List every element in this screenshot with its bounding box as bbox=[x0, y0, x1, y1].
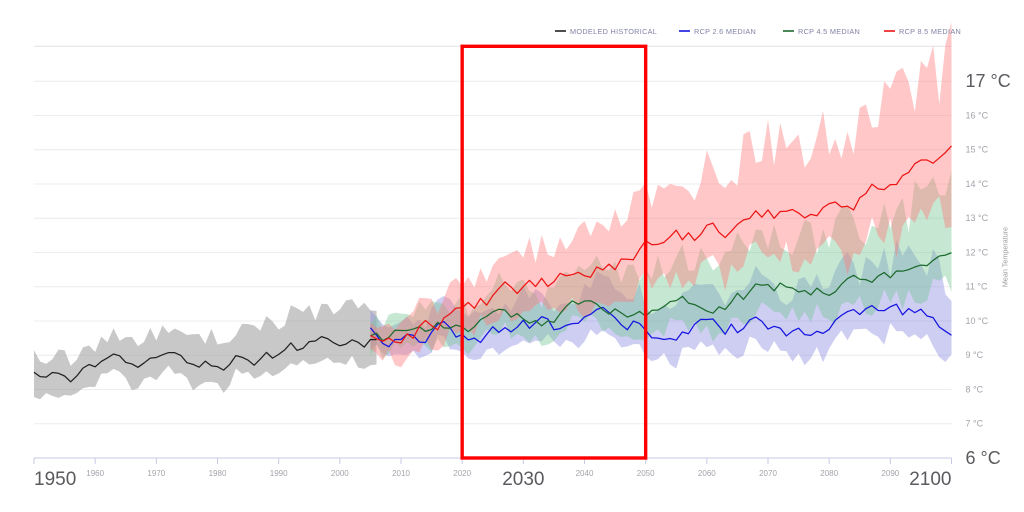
svg-text:RCP 2.6 MEDIAN: RCP 2.6 MEDIAN bbox=[694, 27, 756, 36]
svg-text:2020: 2020 bbox=[453, 469, 471, 478]
svg-text:2050: 2050 bbox=[637, 469, 655, 478]
svg-text:RCP 4.5 MEDIAN: RCP 4.5 MEDIAN bbox=[798, 27, 860, 36]
svg-text:MODELED HISTORICAL: MODELED HISTORICAL bbox=[570, 27, 657, 36]
svg-text:2070: 2070 bbox=[759, 469, 777, 478]
svg-text:7 °C: 7 °C bbox=[966, 419, 984, 429]
svg-text:11 °C: 11 °C bbox=[966, 282, 988, 292]
svg-text:1970: 1970 bbox=[147, 469, 165, 478]
svg-text:17 °C: 17 °C bbox=[966, 71, 1011, 91]
svg-text:2030: 2030 bbox=[502, 469, 544, 490]
svg-text:1960: 1960 bbox=[86, 469, 104, 478]
svg-text:6 °C: 6 °C bbox=[966, 448, 1001, 468]
svg-text:2000: 2000 bbox=[331, 469, 349, 478]
svg-text:2080: 2080 bbox=[820, 469, 838, 478]
svg-text:8 °C: 8 °C bbox=[966, 384, 984, 394]
svg-text:15 °C: 15 °C bbox=[966, 145, 989, 155]
svg-text:10 °C: 10 °C bbox=[966, 316, 989, 326]
svg-text:Mean Temperature: Mean Temperature bbox=[1001, 227, 1010, 287]
svg-text:2010: 2010 bbox=[392, 469, 410, 478]
svg-text:14 °C: 14 °C bbox=[966, 179, 989, 189]
svg-text:16 °C: 16 °C bbox=[966, 110, 989, 120]
svg-text:1990: 1990 bbox=[270, 469, 288, 478]
svg-text:2040: 2040 bbox=[576, 469, 594, 478]
svg-text:2060: 2060 bbox=[698, 469, 716, 478]
svg-text:2090: 2090 bbox=[881, 469, 899, 478]
svg-text:12 °C: 12 °C bbox=[966, 247, 989, 257]
svg-text:1950: 1950 bbox=[34, 469, 76, 490]
svg-text:2100: 2100 bbox=[909, 469, 951, 490]
svg-text:RCP 8.5 MEDIAN: RCP 8.5 MEDIAN bbox=[899, 27, 961, 36]
svg-text:1980: 1980 bbox=[209, 469, 227, 478]
svg-text:9 °C: 9 °C bbox=[966, 350, 984, 360]
svg-text:13 °C: 13 °C bbox=[966, 213, 989, 223]
